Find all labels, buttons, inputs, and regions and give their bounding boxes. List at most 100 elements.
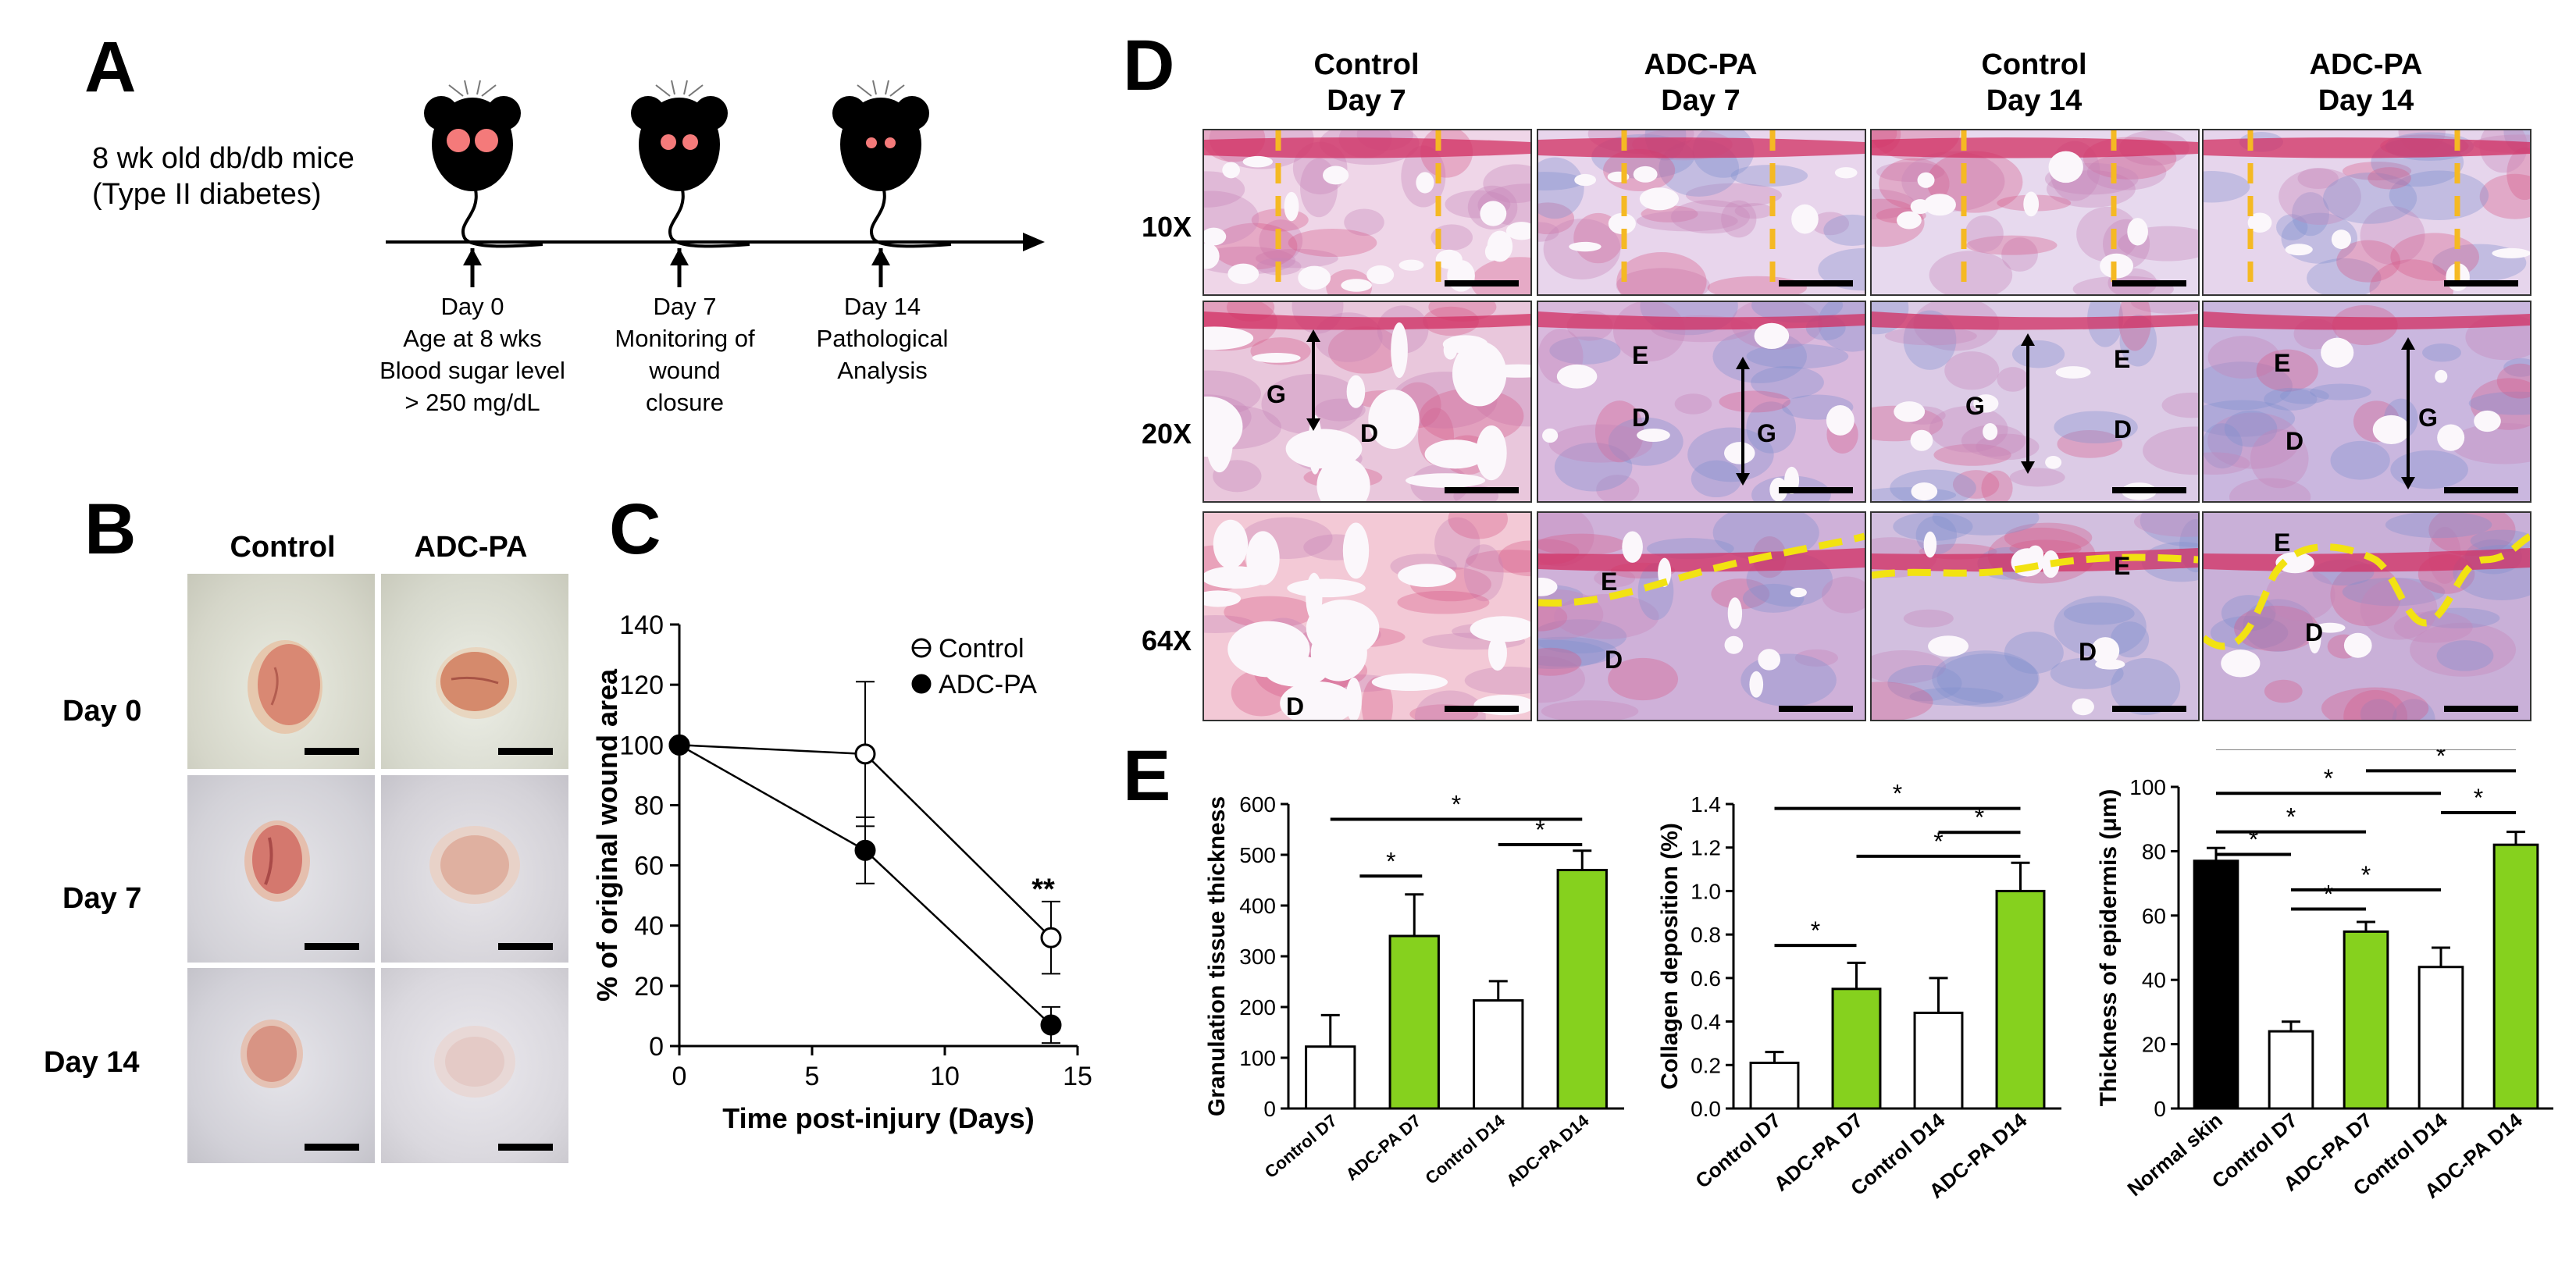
y-axis-label: Thickness of epidermis (μm) (2096, 789, 2122, 1107)
wound-photo-adcpa-day14 (381, 968, 568, 1163)
y-tick-label: 20 (634, 972, 664, 1002)
significance-star: * (1893, 780, 1902, 808)
bar (2268, 1030, 2314, 1110)
timeline-diagram (386, 79, 1045, 273)
row-label-64x: 64X (1142, 625, 1192, 657)
y-tick-label: 0.2 (1691, 1053, 1721, 1077)
histology-column-header-2: Control Day 14 (1981, 48, 2087, 117)
histology-tile-r1-c3: E D G (2202, 301, 2531, 503)
panel-b-col-adcpa: ADC-PA (414, 531, 528, 564)
y-tick-label: 0.0 (1691, 1097, 1721, 1121)
mouse-day0 (422, 79, 544, 248)
x-tick-label: 15 (1063, 1062, 1092, 1091)
histology-label-g: G (1267, 380, 1286, 408)
y-tick-label: 200 (1239, 995, 1276, 1020)
bar (2417, 966, 2464, 1110)
histology-column-header-3: ADC-PA Day 14 (2309, 48, 2423, 117)
y-tick-label: 0 (1263, 1097, 1276, 1121)
wound-photo-control-day7 (187, 775, 375, 963)
timeline-arrowhead (1023, 233, 1045, 251)
histology-tile-r0-c1 (1537, 129, 1866, 296)
y-tick-label: 0.6 (1691, 966, 1721, 991)
y-tick-label: 40 (634, 912, 664, 941)
histology-label-d: D (2286, 427, 2304, 455)
y-tick-label: 80 (2142, 839, 2166, 863)
histology-tile-r1-c2: G E D (1870, 301, 2200, 503)
histology-label-e: E (2114, 552, 2131, 580)
subject-line-2: (Type II diabetes) (92, 178, 322, 211)
category-label: Control D14 (1421, 1110, 1509, 1188)
histology-tile-r0-c2 (1870, 129, 2200, 296)
histology-label-g: G (2418, 404, 2438, 432)
y-tick-label: 500 (1239, 843, 1276, 867)
granulation-thickness-bar-chart: 0 100 200 300 400 500 600 Granulation tissue th… (1204, 791, 1624, 1190)
wound-photo-control-day0 (187, 574, 375, 769)
x-tick-label: 10 (930, 1062, 960, 1091)
histology-label-d: D (2114, 415, 2132, 443)
y-tick-label: 80 (634, 791, 664, 820)
y-tick-label: 1.0 (1691, 879, 1721, 903)
legend-label-0: Control (939, 634, 1024, 664)
y-tick-label: 40 (2142, 968, 2166, 992)
bar (1749, 1062, 1800, 1110)
significance-star: * (2324, 881, 2333, 909)
subject-line-1: 8 wk old db/db mice (92, 142, 355, 175)
category-label: Control D7 (1261, 1111, 1341, 1182)
y-axis-label: % of original wound area (593, 668, 623, 1002)
granulation-arrow-1 (1736, 357, 1750, 486)
y-tick-label: 300 (1239, 945, 1276, 969)
event-day14: Day 14 Pathological Analysis (816, 293, 949, 384)
significance-star: * (2286, 803, 2296, 831)
bar (1913, 1011, 1964, 1110)
histology-label-d: D (2305, 618, 2324, 646)
y-axis-label: Collagen deposition (%) (1657, 823, 1683, 1090)
bar (2492, 843, 2539, 1110)
y-tick-label: 0.4 (1691, 1010, 1721, 1034)
event-day7: Day 7 Monitoring of wound closure (615, 293, 755, 416)
scale-bar-r0-c0 (1445, 280, 1519, 286)
significance-star: * (1975, 803, 1984, 831)
histology-label-g: G (1965, 392, 1985, 420)
histology-column-header-0: Control Day 7 (1313, 48, 1420, 117)
bar (2343, 930, 2389, 1110)
y-tick-label: 0 (2154, 1097, 2166, 1121)
histology-label-d: D (1286, 692, 1305, 721)
histology-label-e: E (2114, 345, 2131, 373)
data-point (854, 743, 876, 765)
bar (1473, 999, 1524, 1110)
event-arrow-shaft-day7 (677, 248, 682, 287)
significance-star: * (1535, 816, 1545, 844)
y-tick-label: 600 (1239, 792, 1276, 817)
panel-b-row-day0: Day 0 (62, 695, 142, 728)
scale-bar-r2-c1 (1779, 706, 1853, 712)
y-tick-label: 0.8 (1691, 923, 1721, 947)
category-label: ADC-PA D7 (1342, 1111, 1425, 1185)
mouse-day14 (831, 79, 953, 248)
significance-star: * (2324, 764, 2333, 792)
panel-c-letter: C (609, 489, 661, 569)
significance-star: * (1452, 791, 1461, 819)
scale-bar-r0-c3 (2444, 280, 2518, 286)
histology-label-e: E (1632, 341, 1649, 369)
bar (1556, 869, 1608, 1110)
bar (1305, 1045, 1356, 1110)
histology-tile-r0-c0 (1202, 129, 1532, 296)
bar (2193, 859, 2239, 1110)
granulation-arrow-2 (2021, 333, 2035, 474)
histology-tile-r2-c0: D (1202, 511, 1532, 721)
panel-a-letter: A (84, 27, 137, 107)
epidermis-boundary-3 (2204, 533, 2530, 650)
y-tick-label: 400 (1239, 894, 1276, 918)
histology-column-header-1: ADC-PA Day 7 (1644, 48, 1758, 117)
granulation-arrow-0 (1306, 329, 1320, 431)
histology-label-d: D (2079, 638, 2097, 666)
event-day0: Day 0 Age at 8 wks Blood sugar level > 250 … (379, 293, 565, 416)
significance-star: * (2249, 826, 2258, 854)
significance-star: * (2474, 784, 2483, 812)
significance-star: * (2436, 749, 2446, 770)
wound-photo-control-day14 (187, 968, 375, 1163)
scale-bar-r1-c3 (2444, 487, 2518, 493)
